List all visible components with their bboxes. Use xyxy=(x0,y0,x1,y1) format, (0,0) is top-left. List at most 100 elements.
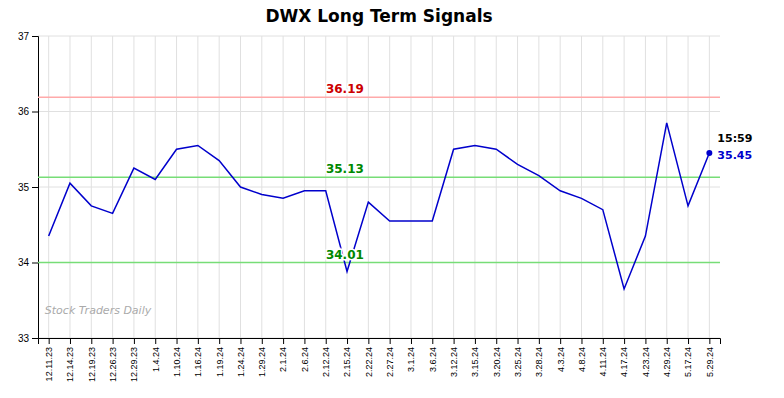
x-tick-label: 3.25.24 xyxy=(513,347,523,377)
x-tick: 3.6.24 xyxy=(428,338,438,372)
price-line xyxy=(49,123,710,289)
x-tick-label: 1.24.24 xyxy=(236,347,246,377)
grid-line-x xyxy=(133,36,134,338)
x-axis: 12.11.2312.14.2312.19.2312.26.2312.29.23… xyxy=(39,338,721,382)
last-price-label: 35.45 xyxy=(717,149,752,162)
x-tick-mark xyxy=(603,338,604,344)
x-tick-mark xyxy=(454,338,455,344)
x-tick-mark xyxy=(198,338,199,344)
y-tick-mark xyxy=(32,338,38,339)
x-tick-mark xyxy=(219,338,220,344)
grid-line-x xyxy=(538,36,539,338)
x-tick: 2.1.24 xyxy=(278,338,288,372)
x-tick: 5.29.24 xyxy=(705,338,715,377)
x-tick: 4.8.24 xyxy=(577,338,587,372)
x-tick-mark xyxy=(581,338,582,344)
x-tick-mark xyxy=(475,338,476,344)
x-tick: 2.6.24 xyxy=(300,338,310,372)
x-tick: 2.27.24 xyxy=(385,338,395,377)
y-tick-mark xyxy=(32,263,38,264)
x-tick: 4.17.24 xyxy=(619,338,629,377)
x-tick-mark xyxy=(688,338,689,344)
x-tick-label: 4.11.24 xyxy=(598,347,608,376)
y-tick-label: 36 xyxy=(18,106,30,117)
x-tick-mark xyxy=(283,338,284,344)
x-tick: 12.14.23 xyxy=(65,338,75,382)
x-tick-mark xyxy=(390,338,391,344)
x-tick: 1.10.24 xyxy=(172,338,182,377)
y-tick: 33 xyxy=(18,333,38,344)
grid-line-x xyxy=(410,36,411,338)
x-tick: 2.22.24 xyxy=(364,338,374,377)
x-tick-mark xyxy=(667,338,668,344)
x-tick-mark xyxy=(177,338,178,344)
title: DWX Long Term Signals xyxy=(265,6,492,26)
x-tick: 3.15.24 xyxy=(470,338,480,377)
grid-line-x xyxy=(581,36,582,338)
grid-line-x xyxy=(261,36,262,338)
x-tick-mark xyxy=(240,338,241,344)
y-tick-mark xyxy=(32,112,38,113)
y-tick-label: 33 xyxy=(18,333,30,344)
x-tick: 1.29.24 xyxy=(257,338,267,377)
x-tick-mark xyxy=(518,338,519,344)
x-tick: 12.11.23 xyxy=(44,338,54,381)
grid-line-x xyxy=(496,36,497,338)
x-tick: 4.29.24 xyxy=(662,338,672,377)
x-tick-mark xyxy=(560,338,561,344)
x-tick-label: 12.11.23 xyxy=(44,347,54,381)
y-tick-mark xyxy=(32,187,38,188)
y-tick-mark xyxy=(32,36,38,37)
x-tick-label: 2.15.24 xyxy=(342,347,352,377)
x-tick-label: 3.28.24 xyxy=(534,347,544,377)
grid-line-x xyxy=(602,36,603,338)
x-tick-label: 4.3.24 xyxy=(556,347,566,372)
annotations: 36.1935.1334.0115:5935.45Stock Traders D… xyxy=(45,82,753,317)
grid-line-x xyxy=(197,36,198,338)
plot: 333435363712.11.2312.14.2312.19.2312.26.… xyxy=(18,31,752,382)
x-tick-mark xyxy=(49,338,50,344)
y-tick: 36 xyxy=(18,106,38,117)
x-tick-mark xyxy=(411,338,412,344)
grid-line-y xyxy=(38,36,720,37)
x-tick-label: 2.27.24 xyxy=(385,347,395,377)
x-tick: 12.19.23 xyxy=(87,338,97,382)
x-tick: 4.23.24 xyxy=(641,338,651,377)
y-tick-label: 37 xyxy=(18,31,30,42)
grid-line-x xyxy=(48,36,49,338)
x-tick-mark xyxy=(326,338,327,344)
grid-line-x xyxy=(91,36,92,338)
x-tick: 2.15.24 xyxy=(342,338,352,377)
x-tick-mark xyxy=(70,338,71,344)
x-tick: 1.4.24 xyxy=(151,338,161,372)
x-tick-label: 2.1.24 xyxy=(278,347,288,372)
grid-line-x xyxy=(155,36,156,338)
x-tick-label: 5.29.24 xyxy=(705,347,715,377)
signal-label: 34.01 xyxy=(326,248,364,262)
grid-line-x xyxy=(112,36,113,338)
grid-line-y xyxy=(38,111,720,112)
signal-label: 36.19 xyxy=(326,82,364,96)
x-tick-mark xyxy=(432,338,433,344)
grid-line-y xyxy=(38,187,720,188)
x-tick-mark xyxy=(91,338,92,344)
x-tick-label: 3.12.24 xyxy=(449,347,459,377)
x-tick-mark xyxy=(709,338,710,344)
signal-line xyxy=(38,176,720,178)
x-tick-label: 2.12.24 xyxy=(321,347,331,377)
y-tick: 35 xyxy=(18,182,38,193)
signal-line xyxy=(38,96,720,98)
x-tick-label: 4.29.24 xyxy=(662,347,672,377)
y-tick-label: 35 xyxy=(18,182,30,193)
x-tick-label: 3.1.24 xyxy=(406,347,416,372)
x-tick: 3.1.24 xyxy=(406,338,416,372)
x-tick-label: 4.8.24 xyxy=(577,347,587,372)
y-axis: 3334353637 xyxy=(18,31,39,344)
x-tick-label: 12.14.23 xyxy=(65,347,75,382)
last-price-label: 15:59 xyxy=(717,132,752,145)
grid-line-x xyxy=(176,36,177,338)
x-tick-mark xyxy=(304,338,305,344)
x-tick-label: 5.17.24 xyxy=(683,347,693,377)
signal-label: 35.13 xyxy=(326,162,364,176)
x-tick-mark xyxy=(539,338,540,344)
